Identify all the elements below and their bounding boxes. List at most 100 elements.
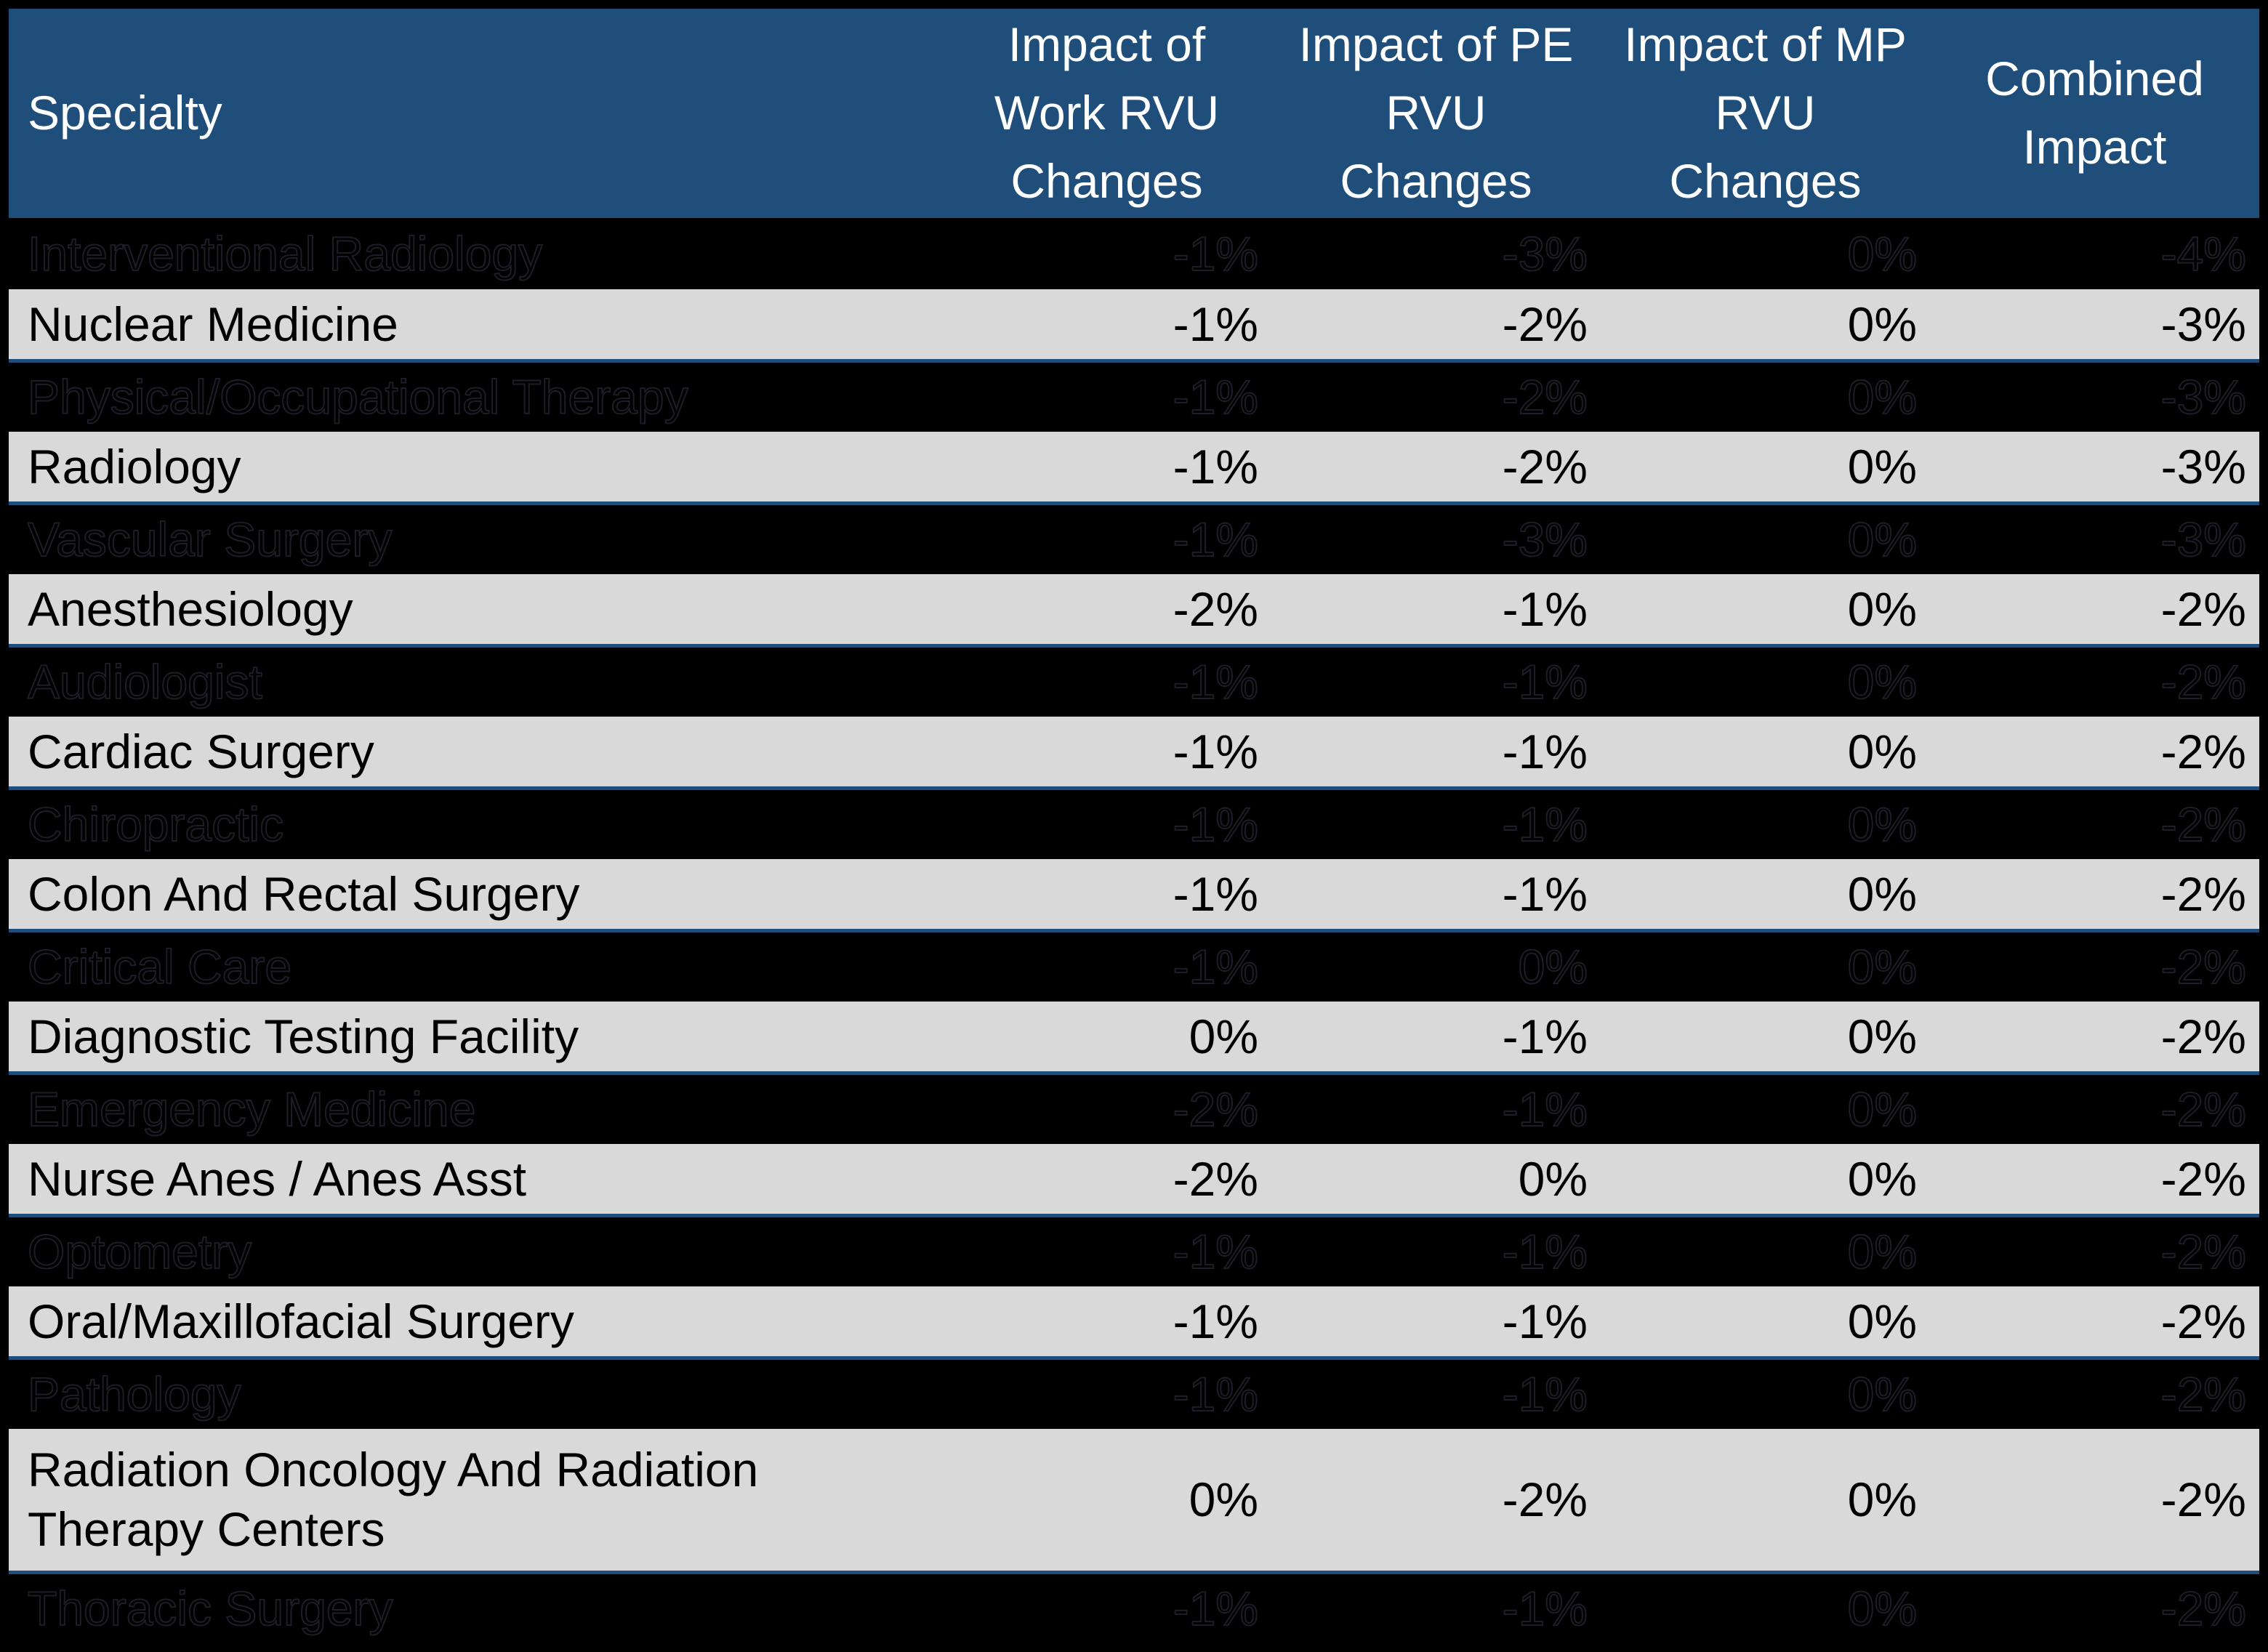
specialty-cell: Colon And Rectal Surgery [9,859,942,932]
combined-cell: -2% [1930,717,2259,790]
combined-cell: -3% [1930,503,2259,574]
work-rvu-cell: -1% [942,218,1271,289]
pe-rvu-cell: -1% [1271,1572,1601,1643]
work-rvu-cell: -2% [942,574,1271,648]
pe-rvu-cell: 0% [1271,930,1601,1002]
combined-cell: -2% [1930,930,2259,1002]
mp-rvu-cell: 0% [1601,930,1930,1002]
work-rvu-cell: -1% [942,930,1271,1002]
specialty-cell: Diagnostic Testing Facility [9,1002,942,1075]
combined-cell: -2% [1930,1358,2259,1429]
mp-rvu-cell: 0% [1601,788,1930,859]
header-row: Specialty Impact of Work RVU Changes Imp… [9,9,2259,218]
pe-rvu-cell: -1% [1271,859,1601,932]
mp-rvu-cell: 0% [1601,574,1930,648]
mp-rvu-cell: 0% [1601,1002,1930,1075]
mp-rvu-cell: 0% [1601,360,1930,432]
work-rvu-cell: 0% [942,1429,1271,1574]
mp-rvu-cell: 0% [1601,859,1930,932]
specialty-cell: Chiropractic [9,788,942,859]
table-row: Thoracic Surgery -1% -1% 0% -2% [9,1572,2259,1643]
col-header-mp-rvu: Impact of MP RVU Changes [1601,9,1930,218]
table-row: Emergency Medicine -2% -1% 0% -2% [9,1073,2259,1144]
pe-rvu-cell: -1% [1271,1073,1601,1144]
col-header-work-rvu: Impact of Work RVU Changes [942,9,1271,218]
mp-rvu-cell: 0% [1601,1429,1930,1574]
work-rvu-cell: -1% [942,717,1271,790]
specialty-cell: Physical/Occupational Therapy [9,360,942,432]
specialty-cell: Pathology [9,1358,942,1429]
specialty-cell: Cardiac Surgery [9,717,942,790]
table-row: Interventional Radiology -1% -3% 0% -4% [9,218,2259,289]
pe-rvu-cell: -3% [1271,218,1601,289]
mp-rvu-cell: 0% [1601,1572,1930,1643]
rvu-impact-table: Specialty Impact of Work RVU Changes Imp… [9,9,2259,1643]
combined-cell: -3% [1930,432,2259,505]
pe-rvu-cell: -1% [1271,574,1601,648]
combined-cell: -2% [1930,788,2259,859]
pe-rvu-cell: -1% [1271,645,1601,717]
combined-cell: -2% [1930,645,2259,717]
work-rvu-cell: -1% [942,788,1271,859]
combined-cell: -2% [1930,1215,2259,1286]
mp-rvu-cell: 0% [1601,1358,1930,1429]
specialty-cell: Oral/Maxillofacial Surgery [9,1286,942,1360]
specialty-cell: Radiology [9,432,942,505]
pe-rvu-cell: -1% [1271,717,1601,790]
table-row: Colon And Rectal Surgery -1% -1% 0% -2% [9,859,2259,932]
combined-cell: -2% [1930,1286,2259,1360]
col-header-specialty: Specialty [9,9,942,218]
work-rvu-cell: -1% [942,645,1271,717]
mp-rvu-cell: 0% [1601,1073,1930,1144]
mp-rvu-cell: 0% [1601,717,1930,790]
table-row: Diagnostic Testing Facility 0% -1% 0% -2… [9,1002,2259,1075]
specialty-cell: Nurse Anes / Anes Asst [9,1144,942,1217]
table-row: Pathology -1% -1% 0% -2% [9,1358,2259,1429]
combined-cell: -4% [1930,218,2259,289]
pe-rvu-cell: -1% [1271,788,1601,859]
combined-cell: -2% [1930,859,2259,932]
table-row: Radiation Oncology And Radiation Therapy… [9,1429,2259,1574]
specialty-cell: Anesthesiology [9,574,942,648]
work-rvu-cell: -1% [942,503,1271,574]
combined-cell: -2% [1930,574,2259,648]
table-row: Nurse Anes / Anes Asst -2% 0% 0% -2% [9,1144,2259,1217]
table-header: Specialty Impact of Work RVU Changes Imp… [9,9,2259,218]
mp-rvu-cell: 0% [1601,432,1930,505]
pe-rvu-cell: -2% [1271,360,1601,432]
mp-rvu-cell: 0% [1601,1215,1930,1286]
specialty-cell: Nuclear Medicine [9,289,942,363]
combined-cell: -2% [1930,1429,2259,1574]
combined-cell: -2% [1930,1002,2259,1075]
pe-rvu-cell: -1% [1271,1215,1601,1286]
table-row: Nuclear Medicine -1% -2% 0% -3% [9,289,2259,363]
mp-rvu-cell: 0% [1601,1286,1930,1360]
specialty-cell: Emergency Medicine [9,1073,942,1144]
table-row: Audiologist -1% -1% 0% -2% [9,645,2259,717]
table-row: Physical/Occupational Therapy -1% -2% 0%… [9,360,2259,432]
combined-cell: -2% [1930,1572,2259,1643]
work-rvu-cell: -2% [942,1073,1271,1144]
pe-rvu-cell: -2% [1271,432,1601,505]
work-rvu-cell: -2% [942,1144,1271,1217]
col-header-combined: Combined Impact [1930,9,2259,218]
specialty-cell: Radiation Oncology And Radiation Therapy… [9,1429,942,1574]
work-rvu-cell: -1% [942,1358,1271,1429]
table-row: Oral/Maxillofacial Surgery -1% -1% 0% -2… [9,1286,2259,1360]
specialty-cell: Interventional Radiology [9,218,942,289]
pe-rvu-cell: -1% [1271,1286,1601,1360]
table-row: Cardiac Surgery -1% -1% 0% -2% [9,717,2259,790]
table-row: Anesthesiology -2% -1% 0% -2% [9,574,2259,648]
pe-rvu-cell: -2% [1271,1429,1601,1574]
mp-rvu-cell: 0% [1601,289,1930,363]
combined-cell: -2% [1930,1073,2259,1144]
combined-cell: -2% [1930,1144,2259,1217]
mp-rvu-cell: 0% [1601,503,1930,574]
specialty-cell: Vascular Surgery [9,503,942,574]
table-body: Interventional Radiology -1% -3% 0% -4% … [9,218,2259,1643]
mp-rvu-cell: 0% [1601,1144,1930,1217]
work-rvu-cell: 0% [942,1002,1271,1075]
table-row: Critical Care -1% 0% 0% -2% [9,930,2259,1002]
mp-rvu-cell: 0% [1601,645,1930,717]
